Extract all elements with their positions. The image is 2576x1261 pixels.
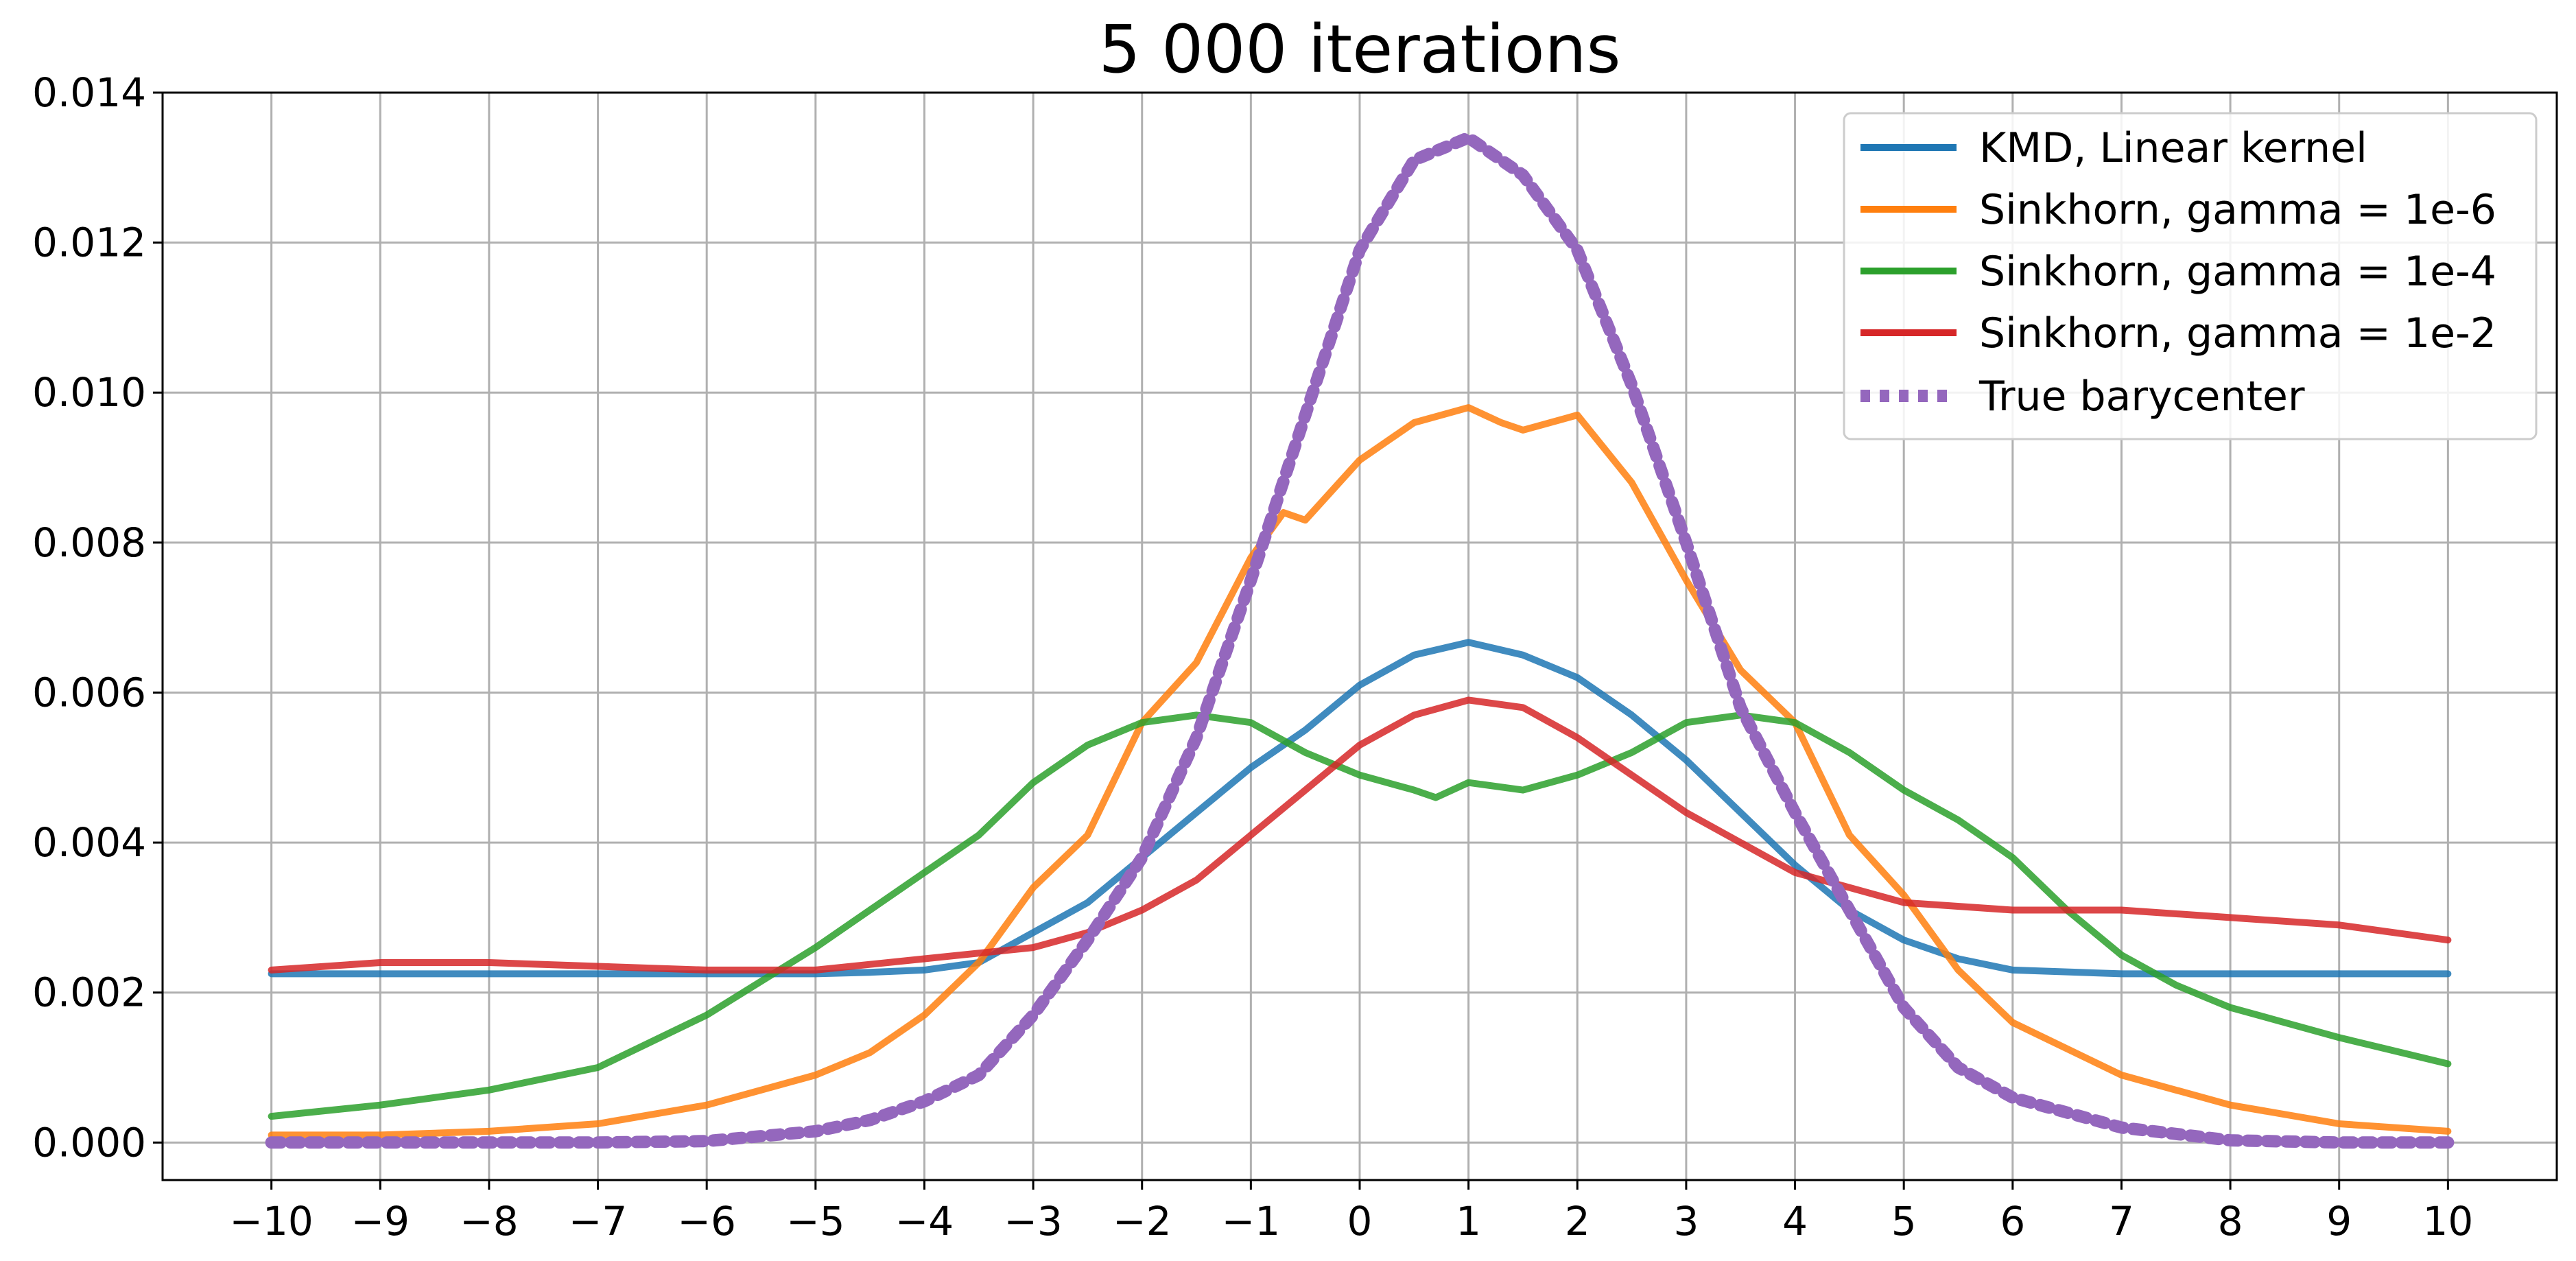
x-tick-label: −4 [895,1198,954,1245]
y-tick-label: 0.008 [32,519,146,566]
x-tick-label: −3 [1004,1198,1063,1245]
series-line-5 [265,131,2455,1149]
y-tick-label: 0.012 [32,220,146,266]
x-tick-label: −10 [229,1198,313,1245]
x-tick-label: 2 [1565,1198,1590,1245]
legend-label: True barycenter [1978,373,2305,421]
x-axis-ticks: −10 −9 −8 −7 −6 −5 −4 −3 −2 −1 0 1 2 3 4 5 6 7 8 9 10 [229,1180,2473,1245]
x-tick-label: −9 [351,1198,410,1245]
x-tick-label: 7 [2109,1198,2134,1245]
legend-label: Sinkhorn, gamma = 1e-4 [1979,248,2496,296]
y-axis-ticks: 0.000 0.002 0.004 0.006 0.008 0.010 0.012 0.014 [32,69,163,1166]
x-tick-label: −5 [786,1198,845,1245]
x-tick-label: −6 [677,1198,736,1245]
x-tick-label: 10 [2422,1198,2473,1245]
chart-title: 5 000 iterations [1099,11,1621,88]
x-tick-label: 4 [1782,1198,1808,1245]
series-line-3 [268,711,2452,1120]
series-line-2 [268,404,2452,1139]
y-tick-label: 0.004 [32,819,146,866]
x-tick-label: 5 [1891,1198,1917,1245]
x-tick-label: −2 [1113,1198,1172,1245]
x-tick-label: 0 [1347,1198,1373,1245]
x-tick-label: −1 [1222,1198,1281,1245]
x-tick-label: 1 [1456,1198,1481,1245]
y-tick-label: 0.006 [32,669,146,716]
x-tick-label: −8 [460,1198,519,1245]
legend-label: Sinkhorn, gamma = 1e-2 [1979,309,2496,357]
series-lines [265,131,2455,1149]
y-tick-label: 0.014 [32,69,146,116]
y-tick-label: 0.002 [32,969,146,1016]
series-line-4 [268,696,2452,974]
x-tick-label: 3 [1673,1198,1699,1245]
x-tick-label: 8 [2218,1198,2243,1245]
x-tick-label: −7 [569,1198,628,1245]
legend-box [1843,112,2538,440]
legend-label: KMD, Linear kernel [1979,124,2367,172]
x-tick-label: 6 [2000,1198,2025,1245]
legend: KMD, Linear kernel Sinkhorn, gamma = 1e-6… [1843,112,2538,440]
y-tick-label: 0.000 [32,1119,146,1166]
y-tick-label: 0.010 [32,369,146,416]
x-tick-label: 9 [2326,1198,2352,1245]
legend-label: Sinkhorn, gamma = 1e-6 [1979,186,2496,234]
